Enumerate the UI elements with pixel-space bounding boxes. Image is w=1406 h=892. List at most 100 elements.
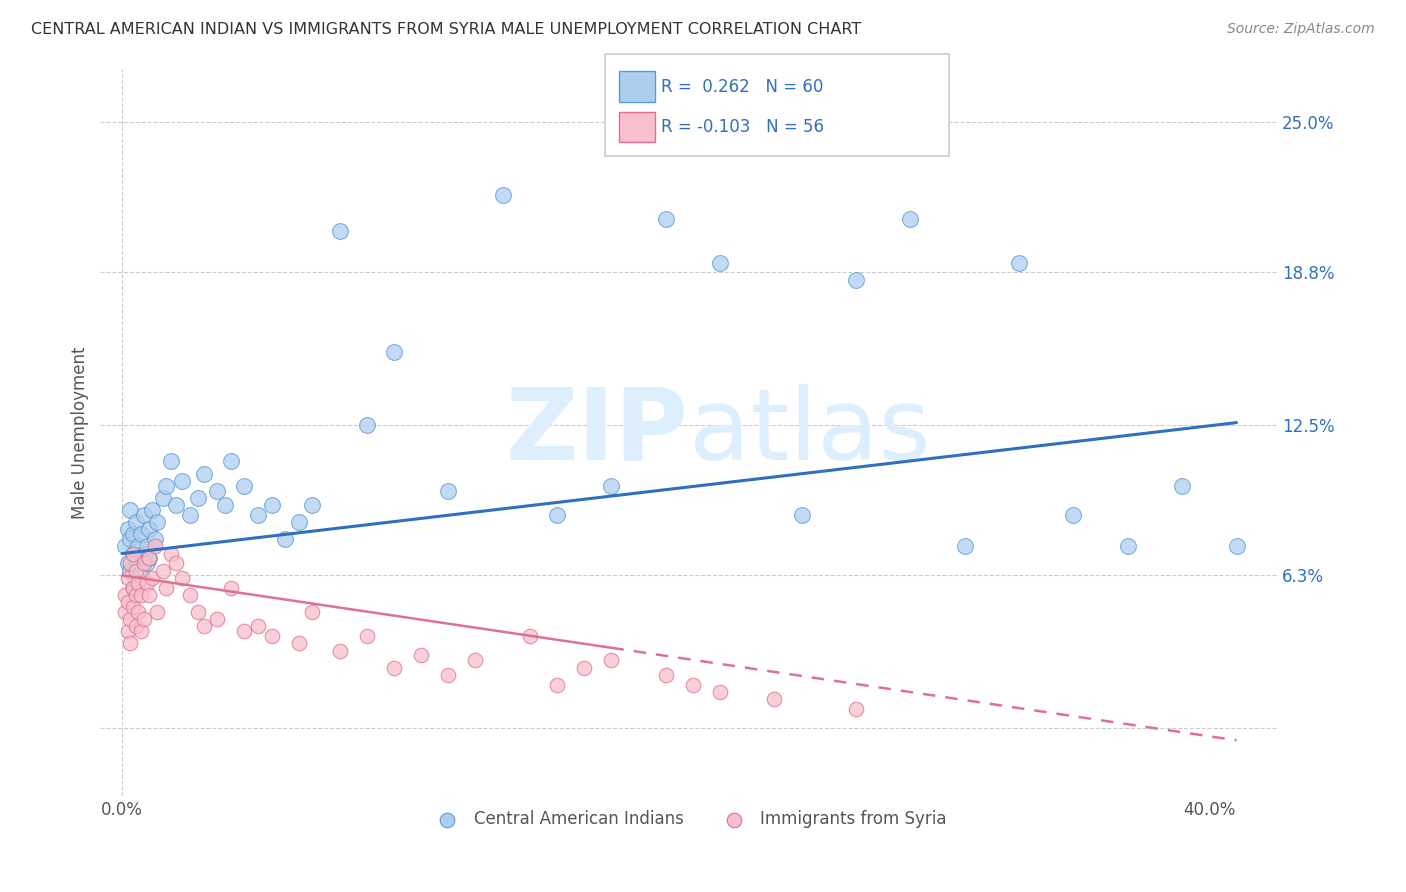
Point [546, 677, 568, 691]
Point [155, 581, 177, 595]
Point [409, 648, 432, 663]
Point [519, 629, 541, 643]
Point [1225, 539, 1247, 553]
Point [233, 478, 256, 492]
Point [120, 564, 142, 578]
Point [260, 498, 283, 512]
Point [491, 187, 513, 202]
Point [246, 508, 269, 522]
Point [233, 624, 256, 639]
Point [219, 454, 242, 468]
Point [146, 515, 169, 529]
Point [898, 211, 921, 226]
Point [187, 605, 209, 619]
Point [122, 599, 145, 614]
Point [845, 272, 868, 286]
Point [600, 478, 623, 492]
Point [155, 478, 177, 492]
Point [122, 527, 145, 541]
Point [214, 498, 236, 512]
Point [125, 551, 148, 566]
Point [328, 224, 350, 238]
Point [138, 551, 160, 566]
Point [207, 612, 229, 626]
Point [125, 575, 148, 590]
Point [328, 643, 350, 657]
Point [301, 605, 323, 619]
Point [141, 571, 163, 585]
Point [127, 556, 149, 570]
Point [132, 556, 155, 570]
Point [274, 532, 297, 546]
Point [654, 211, 676, 226]
Point [120, 612, 142, 626]
Point [129, 564, 152, 578]
Point [382, 345, 405, 359]
Point [790, 508, 813, 522]
Text: atlas: atlas [689, 384, 931, 481]
Point [117, 556, 139, 570]
Point [122, 547, 145, 561]
Point [845, 702, 868, 716]
Point [953, 539, 976, 553]
Point [138, 588, 160, 602]
Legend: Central American Indians, Immigrants from Syria: Central American Indians, Immigrants fro… [425, 804, 953, 835]
Point [166, 556, 188, 570]
Point [120, 636, 142, 650]
Point [132, 547, 155, 561]
Point [122, 547, 145, 561]
Point [170, 571, 193, 585]
Point [709, 685, 731, 699]
Point [132, 612, 155, 626]
Point [356, 417, 378, 432]
Point [301, 498, 323, 512]
Text: Source: ZipAtlas.com: Source: ZipAtlas.com [1227, 22, 1375, 37]
Point [129, 588, 152, 602]
Point [246, 619, 269, 633]
Point [125, 619, 148, 633]
Point [1116, 539, 1139, 553]
Point [120, 503, 142, 517]
Point [138, 522, 160, 536]
Point [170, 474, 193, 488]
Point [152, 491, 174, 505]
Point [135, 556, 157, 570]
Point [709, 255, 731, 269]
Point [179, 588, 201, 602]
Point [143, 532, 166, 546]
Point [114, 605, 136, 619]
Point [114, 539, 136, 553]
Point [152, 564, 174, 578]
Point [120, 532, 142, 546]
Point [129, 624, 152, 639]
Point [135, 539, 157, 553]
Point [207, 483, 229, 498]
Point [600, 653, 623, 667]
Point [138, 551, 160, 566]
Point [287, 636, 309, 650]
Point [1062, 508, 1084, 522]
Point [382, 660, 405, 674]
Point [1171, 478, 1194, 492]
Point [117, 571, 139, 585]
Point [122, 581, 145, 595]
Point [287, 515, 309, 529]
Point [160, 454, 183, 468]
Point [127, 605, 149, 619]
Point [187, 491, 209, 505]
Point [117, 595, 139, 609]
Point [546, 508, 568, 522]
Point [464, 653, 486, 667]
Point [132, 508, 155, 522]
Point [125, 515, 148, 529]
Point [179, 508, 201, 522]
Point [260, 629, 283, 643]
Point [437, 483, 460, 498]
Point [146, 605, 169, 619]
Text: R =  0.262   N = 60: R = 0.262 N = 60 [661, 78, 823, 95]
Point [114, 588, 136, 602]
Point [135, 575, 157, 590]
Point [193, 467, 215, 481]
Point [117, 522, 139, 536]
Text: ZIP: ZIP [506, 384, 689, 481]
